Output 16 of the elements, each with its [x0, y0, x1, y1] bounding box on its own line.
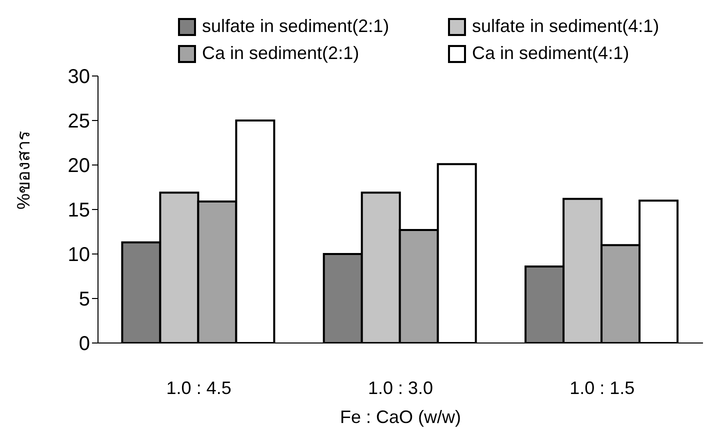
- y-tick-label: 15: [68, 200, 90, 222]
- x-tick-label: 1.0 : 3.0: [368, 378, 434, 398]
- legend-label: Ca in sediment(2:1): [202, 43, 360, 64]
- legend-label: sulfate in sediment(4:1): [472, 16, 660, 37]
- y-tick-label: 25: [68, 110, 90, 133]
- x-tick-label: 1.0 : 4.5: [166, 378, 232, 398]
- x-axis-title: Fe : CaO (w/w): [340, 407, 462, 427]
- y-axis-title: %ของสาร: [13, 130, 34, 210]
- legend-label: Ca in sediment(4:1): [472, 43, 630, 64]
- legend-label: sulfate in sediment(2:1): [202, 16, 390, 37]
- y-tick-label: 5: [78, 288, 90, 311]
- x-tick-label: 1.0 : 1.5: [570, 378, 635, 398]
- y-tick-label: 20: [68, 155, 90, 178]
- y-tick-label: 10: [68, 244, 90, 266]
- y-tick-label: 30: [68, 66, 90, 88]
- y-tick-label: 0: [78, 333, 90, 356]
